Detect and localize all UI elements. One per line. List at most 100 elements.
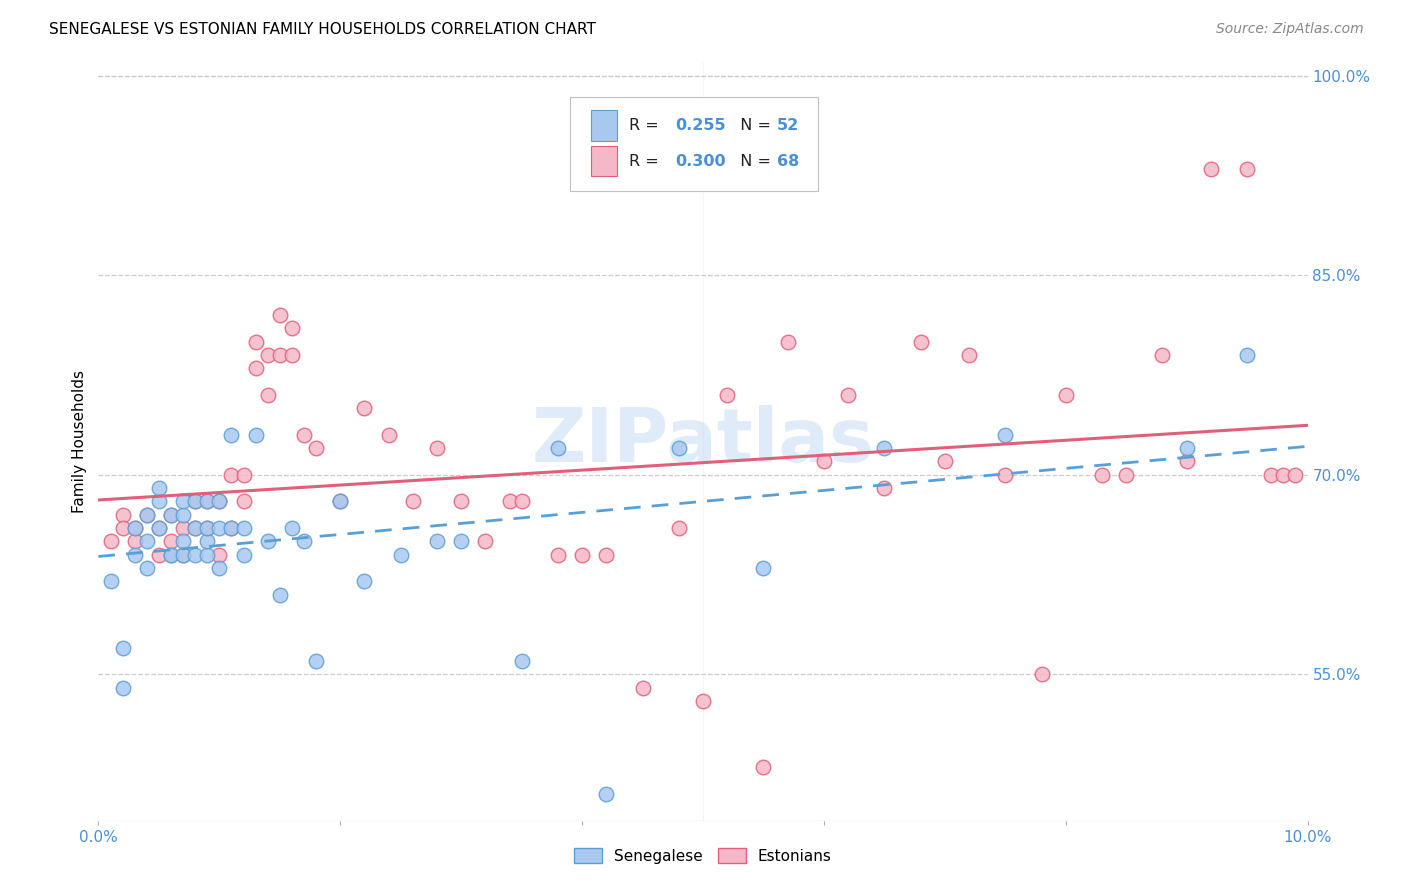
Point	[124, 521, 146, 535]
Point	[256, 388, 278, 402]
Point	[547, 441, 569, 455]
Point	[1236, 348, 1258, 362]
Point	[135, 534, 157, 549]
Point	[135, 508, 157, 522]
Point	[1175, 441, 1198, 455]
Point	[692, 694, 714, 708]
Point	[631, 681, 654, 695]
Point	[111, 681, 134, 695]
Point	[124, 548, 146, 562]
Point	[232, 467, 254, 482]
Point	[426, 534, 449, 549]
Point	[195, 548, 218, 562]
Text: ZIPatlas: ZIPatlas	[531, 405, 875, 478]
Point	[329, 494, 352, 508]
Point	[377, 428, 399, 442]
Point	[232, 548, 254, 562]
Point	[208, 494, 231, 508]
Point	[100, 534, 122, 549]
Point	[135, 561, 157, 575]
Point	[353, 401, 375, 416]
Point	[184, 494, 207, 508]
Point	[873, 481, 896, 495]
Point	[1260, 467, 1282, 482]
Point	[752, 561, 775, 575]
Point	[208, 494, 231, 508]
Point	[184, 521, 207, 535]
Point	[1284, 467, 1306, 482]
Point	[221, 521, 243, 535]
Point	[208, 548, 231, 562]
Point	[1031, 667, 1053, 681]
Point	[124, 534, 146, 549]
Point	[269, 308, 291, 322]
Text: 68: 68	[776, 153, 799, 169]
Point	[281, 348, 304, 362]
Point	[292, 428, 315, 442]
Point	[172, 548, 194, 562]
Point	[510, 654, 533, 668]
Point	[221, 467, 243, 482]
Point	[305, 441, 328, 455]
Point	[148, 481, 170, 495]
Point	[281, 521, 304, 535]
Point	[426, 441, 449, 455]
Legend: Senegalese, Estonians: Senegalese, Estonians	[568, 842, 838, 870]
Point	[111, 521, 134, 535]
Point	[245, 361, 267, 376]
Point	[837, 388, 859, 402]
Point	[402, 494, 425, 508]
Point	[148, 494, 170, 508]
Text: 0.300: 0.300	[675, 153, 725, 169]
Point	[148, 521, 170, 535]
Point	[232, 494, 254, 508]
Point	[1152, 348, 1174, 362]
Point	[148, 548, 170, 562]
Point	[498, 494, 520, 508]
Text: SENEGALESE VS ESTONIAN FAMILY HOUSEHOLDS CORRELATION CHART: SENEGALESE VS ESTONIAN FAMILY HOUSEHOLDS…	[49, 22, 596, 37]
FancyBboxPatch shape	[591, 111, 617, 141]
Point	[292, 534, 315, 549]
Text: Source: ZipAtlas.com: Source: ZipAtlas.com	[1216, 22, 1364, 37]
Point	[752, 760, 775, 774]
Text: R =: R =	[630, 118, 664, 133]
Point	[305, 654, 328, 668]
Point	[172, 534, 194, 549]
Y-axis label: Family Households: Family Households	[72, 370, 87, 513]
Point	[595, 548, 617, 562]
FancyBboxPatch shape	[591, 145, 617, 177]
Point	[208, 521, 231, 535]
Point	[195, 521, 218, 535]
Point	[184, 548, 207, 562]
Point	[1199, 161, 1222, 176]
Point	[813, 454, 835, 468]
Point	[450, 494, 472, 508]
Point	[1175, 454, 1198, 468]
Text: 0.255: 0.255	[675, 118, 725, 133]
Point	[195, 534, 218, 549]
Point	[160, 508, 183, 522]
Point	[245, 334, 267, 349]
Point	[1054, 388, 1077, 402]
Point	[329, 494, 352, 508]
Point	[160, 548, 183, 562]
Point	[160, 548, 183, 562]
Point	[595, 787, 617, 801]
Point	[221, 428, 243, 442]
Point	[195, 494, 218, 508]
Point	[547, 548, 569, 562]
Text: N =: N =	[730, 153, 776, 169]
Point	[994, 428, 1017, 442]
Point	[389, 548, 412, 562]
Point	[232, 521, 254, 535]
Point	[160, 534, 183, 549]
Text: N =: N =	[730, 118, 776, 133]
Point	[934, 454, 956, 468]
Point	[208, 561, 231, 575]
Point	[474, 534, 496, 549]
Point	[510, 494, 533, 508]
Point	[124, 521, 146, 535]
Point	[135, 508, 157, 522]
Point	[172, 494, 194, 508]
Point	[450, 534, 472, 549]
